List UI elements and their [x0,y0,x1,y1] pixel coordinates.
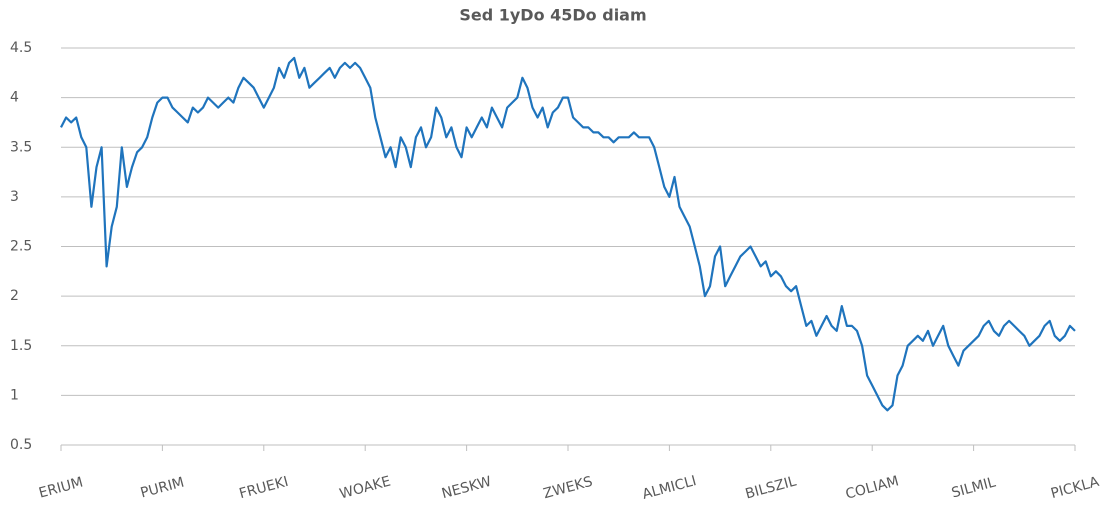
x-tick-label: ALMICLI [641,473,699,503]
y-tick-label: 4 [10,90,19,106]
x-tick-label: PURIM [139,474,186,501]
x-tick-label: ERIUM [37,474,85,501]
x-tick-label: NESKW [440,474,493,503]
y-tick-label: 4.5 [10,40,32,56]
x-tick-label: WOAKE [338,474,393,503]
chart-title: Sed 1yDo 45Do diam [459,6,646,25]
x-tick-label: ZWEKS [542,474,595,503]
x-tick-label: COLIAM [844,473,901,503]
y-tick-label: 3.5 [10,139,32,155]
line-series [60,56,1076,412]
x-tick-label: FRUEKI [237,474,290,502]
y-tick-label: 0.5 [10,437,32,453]
y-tick-label: 1.5 [10,338,32,354]
y-tick-label: 2 [10,288,19,304]
x-tick-label: PICKLA [1049,474,1101,502]
x-tick-label: SILMIL [950,474,998,501]
x-tick-label: BILSZIL [744,474,799,503]
y-tick-label: 3 [10,189,19,205]
y-tick-label: 2.5 [10,239,32,255]
y-tick-label: 1 [10,387,19,403]
